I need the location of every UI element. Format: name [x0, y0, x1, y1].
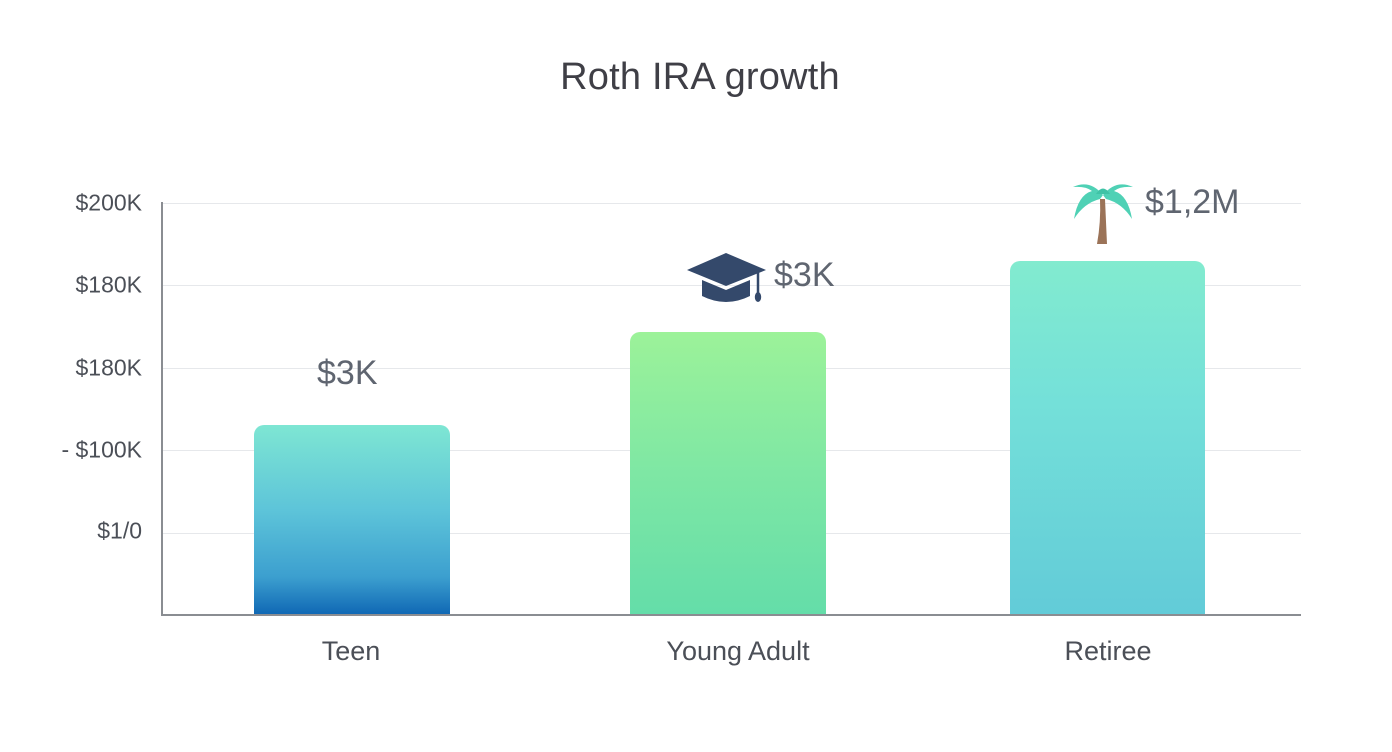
- graduation-cap-icon: [687, 253, 766, 302]
- gridline: [163, 285, 1301, 286]
- bar-teen: [254, 425, 450, 615]
- palm-tree-icon: [1073, 184, 1133, 244]
- y-tick-label: $200K: [75, 189, 142, 216]
- bar-value-label-teen: $3K: [317, 354, 378, 392]
- x-axis-line: [161, 614, 1301, 616]
- x-category-label-teen: Teen: [321, 636, 381, 666]
- y-tick-label: - $100K: [61, 436, 142, 463]
- x-category-label-young-adult: Young Adult: [666, 636, 810, 666]
- y-tick-label: $180K: [75, 354, 142, 381]
- y-tick-label: $180K: [75, 271, 142, 298]
- bar-young-adult: [630, 332, 826, 615]
- y-tick-label: $1/0: [97, 517, 142, 544]
- y-axis-line: [161, 202, 163, 616]
- gridline: [163, 203, 1301, 204]
- chart-title: Roth IRA growth: [560, 56, 840, 98]
- bar-value-label-young-adult: $3K: [774, 256, 835, 294]
- bar-value-label-retiree: $1,2M: [1145, 183, 1240, 221]
- bar-retiree: [1010, 261, 1205, 615]
- x-category-label-retiree: Retiree: [1064, 636, 1152, 666]
